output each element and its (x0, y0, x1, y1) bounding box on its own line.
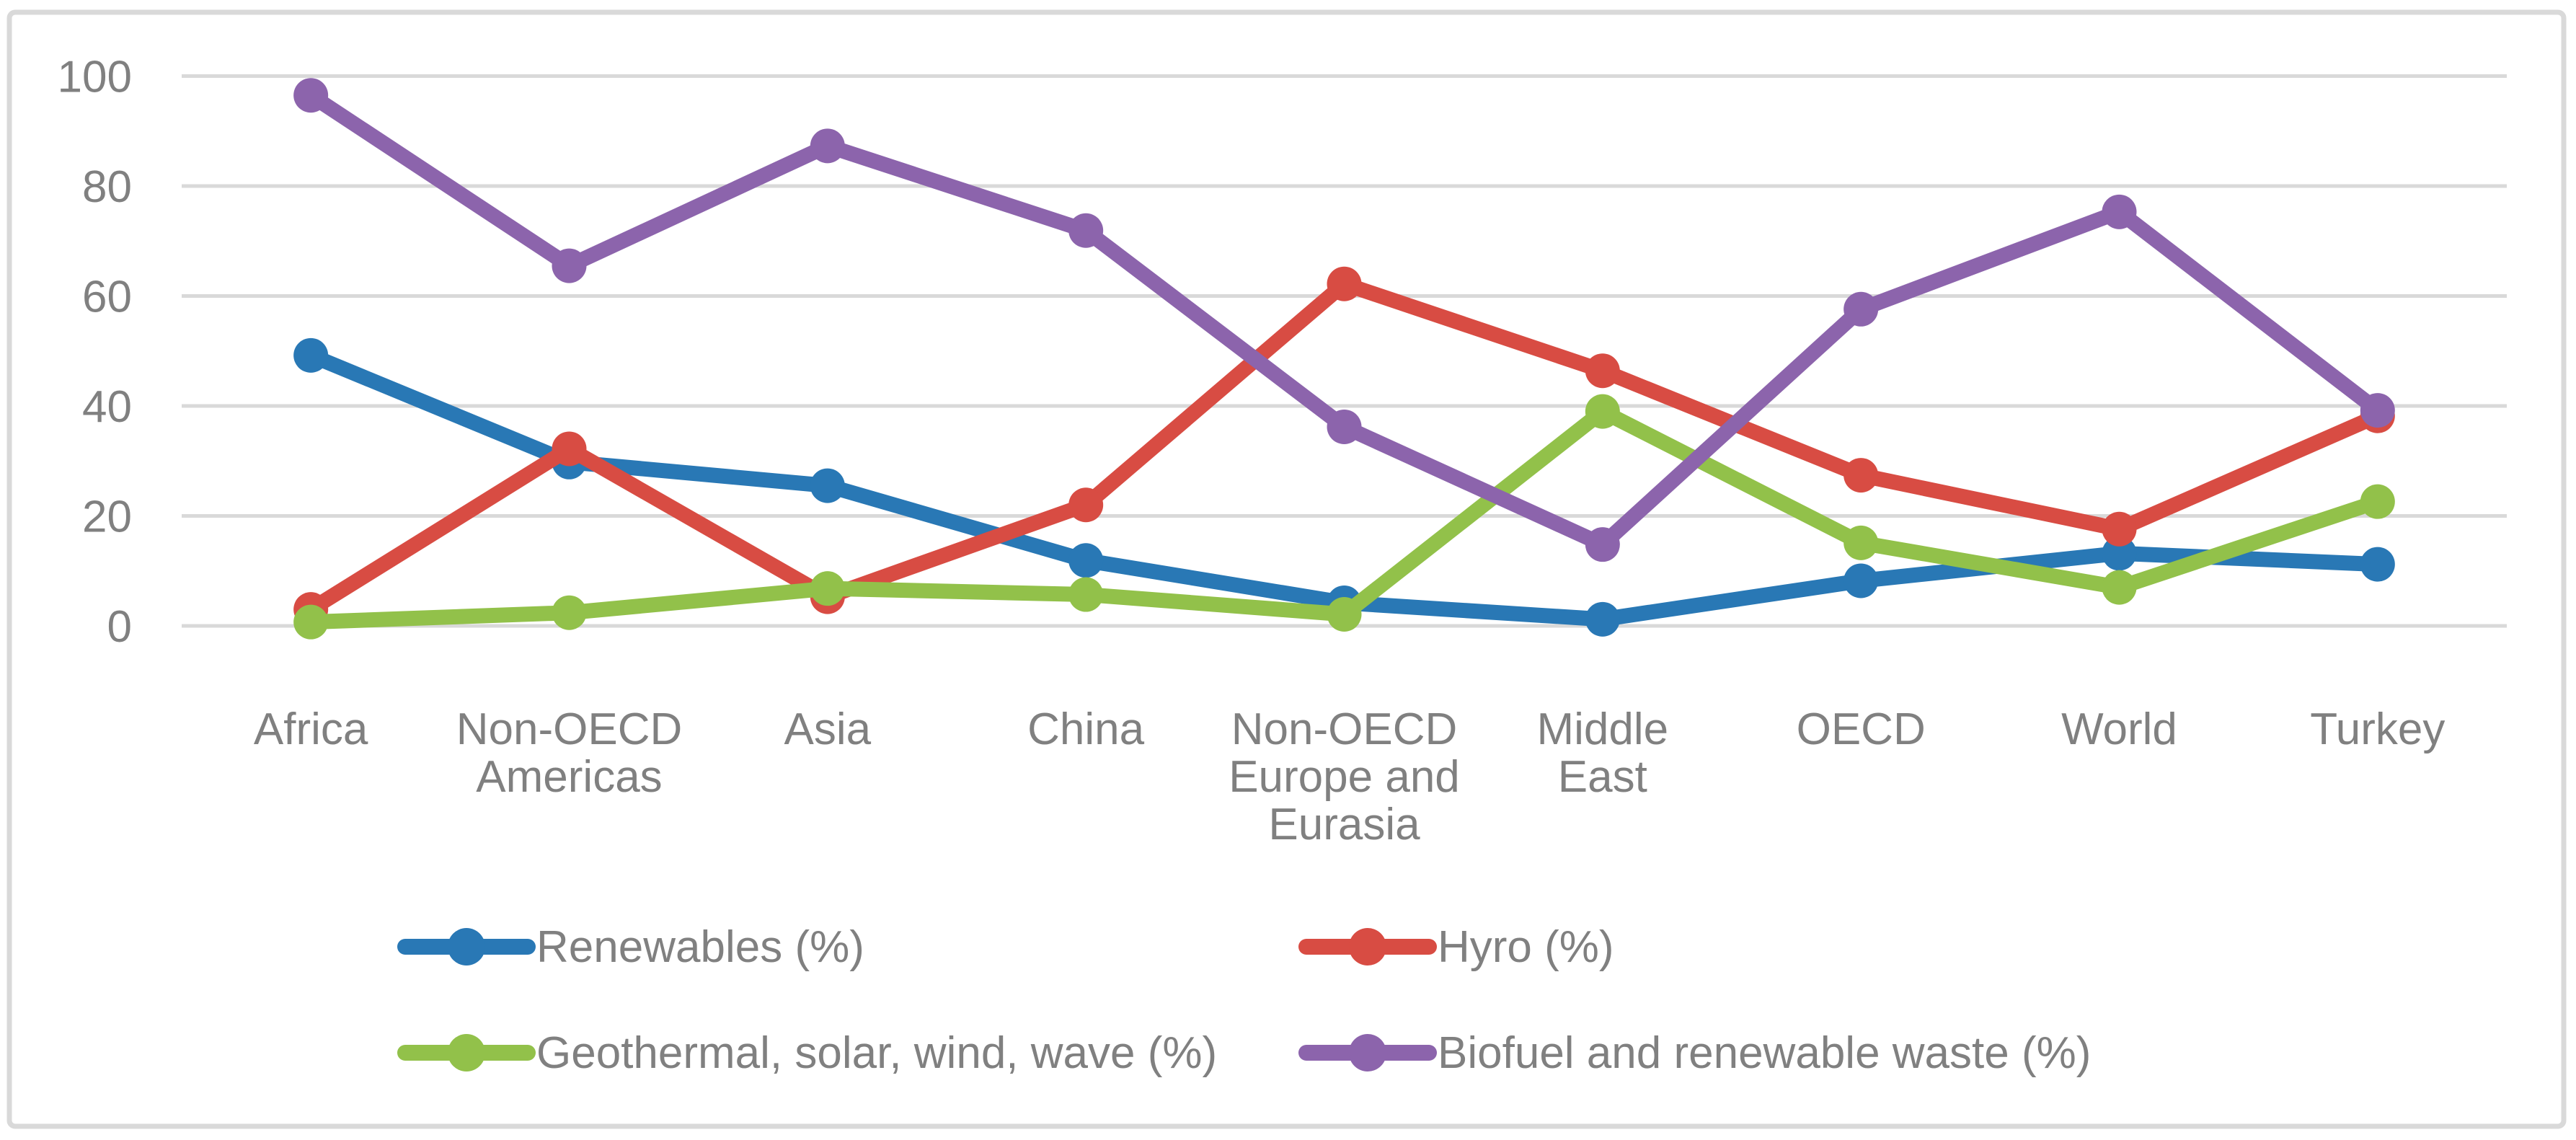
data-point-biofuel-and-renewable-waste-china (1068, 213, 1104, 248)
data-point-renewables-middle-east (1585, 601, 1620, 637)
data-point-geothermal-solar-wind-wave-non-oecd-europe-and-eurasia (1327, 596, 1362, 632)
data-point-biofuel-and-renewable-waste-non-oecd-americas (552, 248, 587, 283)
data-point-geothermal-solar-wind-wave-china (1068, 577, 1104, 612)
data-point-renewables-asia (810, 468, 845, 503)
data-point-renewables-world (2102, 536, 2137, 571)
data-point-biofuel-and-renewable-waste-non-oecd-europe-and-eurasia (1327, 409, 1362, 444)
legend-label-renewables: Renewables (%) (536, 922, 864, 972)
data-point-geothermal-solar-wind-wave-non-oecd-americas (552, 595, 587, 630)
x-axis-label-asia: Asia (784, 704, 872, 754)
data-point-geothermal-solar-wind-wave-world (2102, 570, 2137, 605)
y-axis-tick-label: 60 (82, 273, 132, 322)
data-point-biofuel-and-renewable-waste-turkey (2360, 393, 2395, 428)
x-axis-label-non-oecd-americas: Non-OECD Americas (456, 704, 683, 802)
x-axis-label-africa: Africa (254, 704, 368, 754)
data-point-geothermal-solar-wind-wave-middle-east (1585, 394, 1620, 429)
y-axis-tick-label: 40 (82, 382, 132, 432)
data-point-geothermal-solar-wind-wave-asia (810, 571, 845, 606)
legend-marker-dot-hyro (1349, 928, 1386, 966)
data-point-hyro-world (2102, 511, 2137, 547)
data-point-geothermal-solar-wind-wave-turkey (2360, 484, 2395, 519)
y-axis-tick-label: 20 (82, 492, 132, 542)
data-point-hyro-china (1068, 487, 1104, 523)
data-point-geothermal-solar-wind-wave-oecd (1844, 525, 1879, 560)
y-axis-tick-label: 80 (82, 162, 132, 212)
legend-label-geothermal-solar-wind-wave: Geothermal, solar, wind, wave (%) (536, 1028, 1217, 1078)
x-axis-label-non-oecd-europe-and-eurasia: Non-OECD Europe and Eurasia (1229, 704, 1460, 849)
data-point-renewables-oecd (1844, 563, 1879, 598)
data-point-biofuel-and-renewable-waste-asia (810, 128, 845, 164)
data-point-hyro-middle-east (1585, 353, 1620, 389)
y-axis-tick-label: 0 (107, 602, 132, 652)
data-point-renewables-africa (293, 337, 329, 373)
x-axis-label-china: China (1027, 704, 1145, 754)
data-point-renewables-turkey (2360, 547, 2395, 582)
legend-label-hyro: Hyro (%) (1438, 922, 1614, 972)
data-point-biofuel-and-renewable-waste-oecd (1844, 291, 1879, 327)
x-axis-label-turkey: Turkey (2310, 704, 2445, 754)
data-point-biofuel-and-renewable-waste-world (2102, 194, 2137, 229)
data-point-hyro-non-oecd-americas (552, 431, 587, 467)
x-axis-label-world: World (2061, 704, 2177, 754)
legend-marker-dot-renewables (448, 928, 485, 966)
data-point-biofuel-and-renewable-waste-africa (293, 78, 329, 113)
legend-marker-dot-biofuel-and-renewable-waste (1349, 1034, 1386, 1071)
data-point-biofuel-and-renewable-waste-middle-east (1585, 527, 1620, 562)
data-point-hyro-non-oecd-europe-and-eurasia (1327, 266, 1362, 301)
data-point-hyro-oecd (1844, 458, 1879, 493)
legend-marker-dot-geothermal-solar-wind-wave (448, 1034, 485, 1071)
data-point-geothermal-solar-wind-wave-africa (293, 604, 329, 640)
legend-label-biofuel-and-renewable-waste: Biofuel and renewable waste (%) (1438, 1028, 2091, 1078)
x-axis-label-middle-east: Middle East (1537, 704, 1669, 802)
x-axis-label-oecd: OECD (1797, 704, 1926, 754)
data-point-renewables-china (1068, 543, 1104, 578)
y-axis-tick-label: 100 (58, 53, 132, 102)
